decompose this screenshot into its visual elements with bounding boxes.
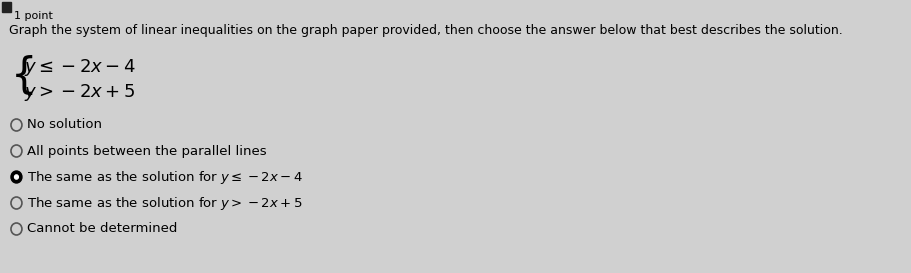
Circle shape	[15, 175, 18, 179]
Circle shape	[11, 171, 22, 183]
Text: All points between the parallel lines: All points between the parallel lines	[27, 144, 267, 158]
Text: The same as the solution for $y \leq -2x - 4$: The same as the solution for $y \leq -2x…	[27, 168, 303, 185]
Text: Cannot be determined: Cannot be determined	[27, 222, 178, 236]
Text: $y > -2x + 5$: $y > -2x + 5$	[24, 82, 135, 103]
Text: {: {	[11, 55, 37, 97]
Text: $y \leq -2x - 4$: $y \leq -2x - 4$	[24, 57, 136, 78]
Text: 1 point: 1 point	[14, 11, 53, 21]
Bar	[2, 2, 11, 12]
Text: No solution: No solution	[27, 118, 102, 132]
Text: Graph the system of linear inequalities on the graph paper provided, then choose: Graph the system of linear inequalities …	[9, 24, 843, 37]
Text: The same as the solution for $y > -2x + 5$: The same as the solution for $y > -2x + …	[27, 194, 303, 212]
